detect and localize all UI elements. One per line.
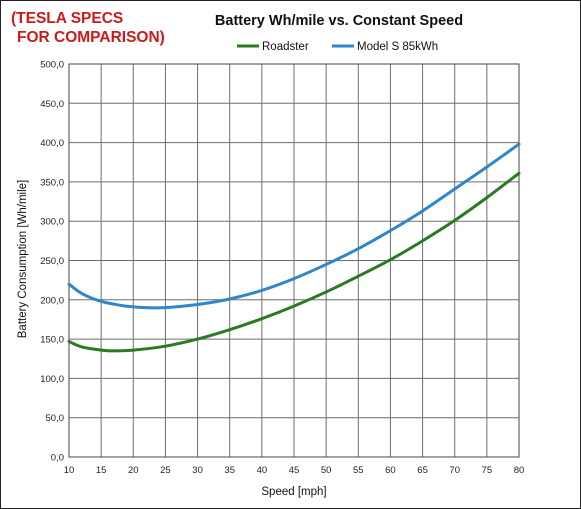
x-axis-label: Speed [mph]	[261, 486, 326, 498]
y-tick-label: 350,0	[40, 177, 64, 188]
x-tick-label: 70	[449, 465, 460, 476]
x-tick-label: 50	[321, 465, 332, 476]
x-tick-label: 60	[385, 465, 396, 476]
chart-title: Battery Wh/mile vs. Constant Speed	[215, 13, 463, 29]
series-line-roadster	[67, 171, 521, 353]
y-tick-label: 100,0	[40, 374, 64, 385]
y-tick-label: 150,0	[40, 335, 64, 346]
x-tick-label: 25	[160, 465, 171, 476]
grid	[68, 63, 520, 458]
comparison-note-line1: (TESLA SPECS	[11, 10, 124, 27]
x-tick-label: 75	[482, 465, 493, 476]
x-tick-label: 80	[514, 465, 525, 476]
x-axis-ticks: 10 15 20 25 30 35 40 45 50 55 60 65 70 75 80	[64, 465, 525, 476]
y-axis-label: Battery Consumption [Wh/mile]	[17, 180, 29, 339]
y-tick-label: 250,0	[40, 256, 64, 267]
x-tick-label: 15	[96, 465, 107, 476]
legend-label-roadster: Roadster	[262, 41, 309, 53]
y-tick-label: 0,0	[51, 453, 64, 464]
y-tick-label: 400,0	[40, 138, 64, 149]
y-tick-label: 500,0	[40, 60, 64, 71]
plot-area	[68, 63, 520, 458]
x-tick-label: 40	[257, 465, 268, 476]
x-tick-label: 10	[64, 465, 75, 476]
y-tick-label: 300,0	[40, 217, 64, 228]
legend-label-model-s-85kwh: Model S 85kWh	[357, 41, 438, 53]
y-tick-label: 50,0	[46, 413, 65, 424]
x-tick-label: 30	[192, 465, 203, 476]
y-tick-label: 450,0	[40, 99, 64, 110]
x-tick-label: 55	[353, 465, 364, 476]
series-lines	[67, 142, 521, 353]
x-tick-label: 45	[289, 465, 300, 476]
y-tick-label: 200,0	[40, 295, 64, 306]
x-tick-label: 35	[224, 465, 235, 476]
comparison-note-line2: FOR COMPARISON)	[17, 29, 165, 46]
x-tick-label: 20	[128, 465, 139, 476]
legend: Roadster Model S 85kWh	[237, 41, 438, 53]
series-line-model-s-85kwh	[67, 142, 521, 310]
comparison-note: (TESLA SPECS FOR COMPARISON)	[11, 9, 165, 47]
y-axis-ticks: 0,0 50,0 100,0 150,0 200,0 250,0 300,0 350,0 400…	[40, 60, 64, 464]
x-tick-label: 65	[417, 465, 428, 476]
